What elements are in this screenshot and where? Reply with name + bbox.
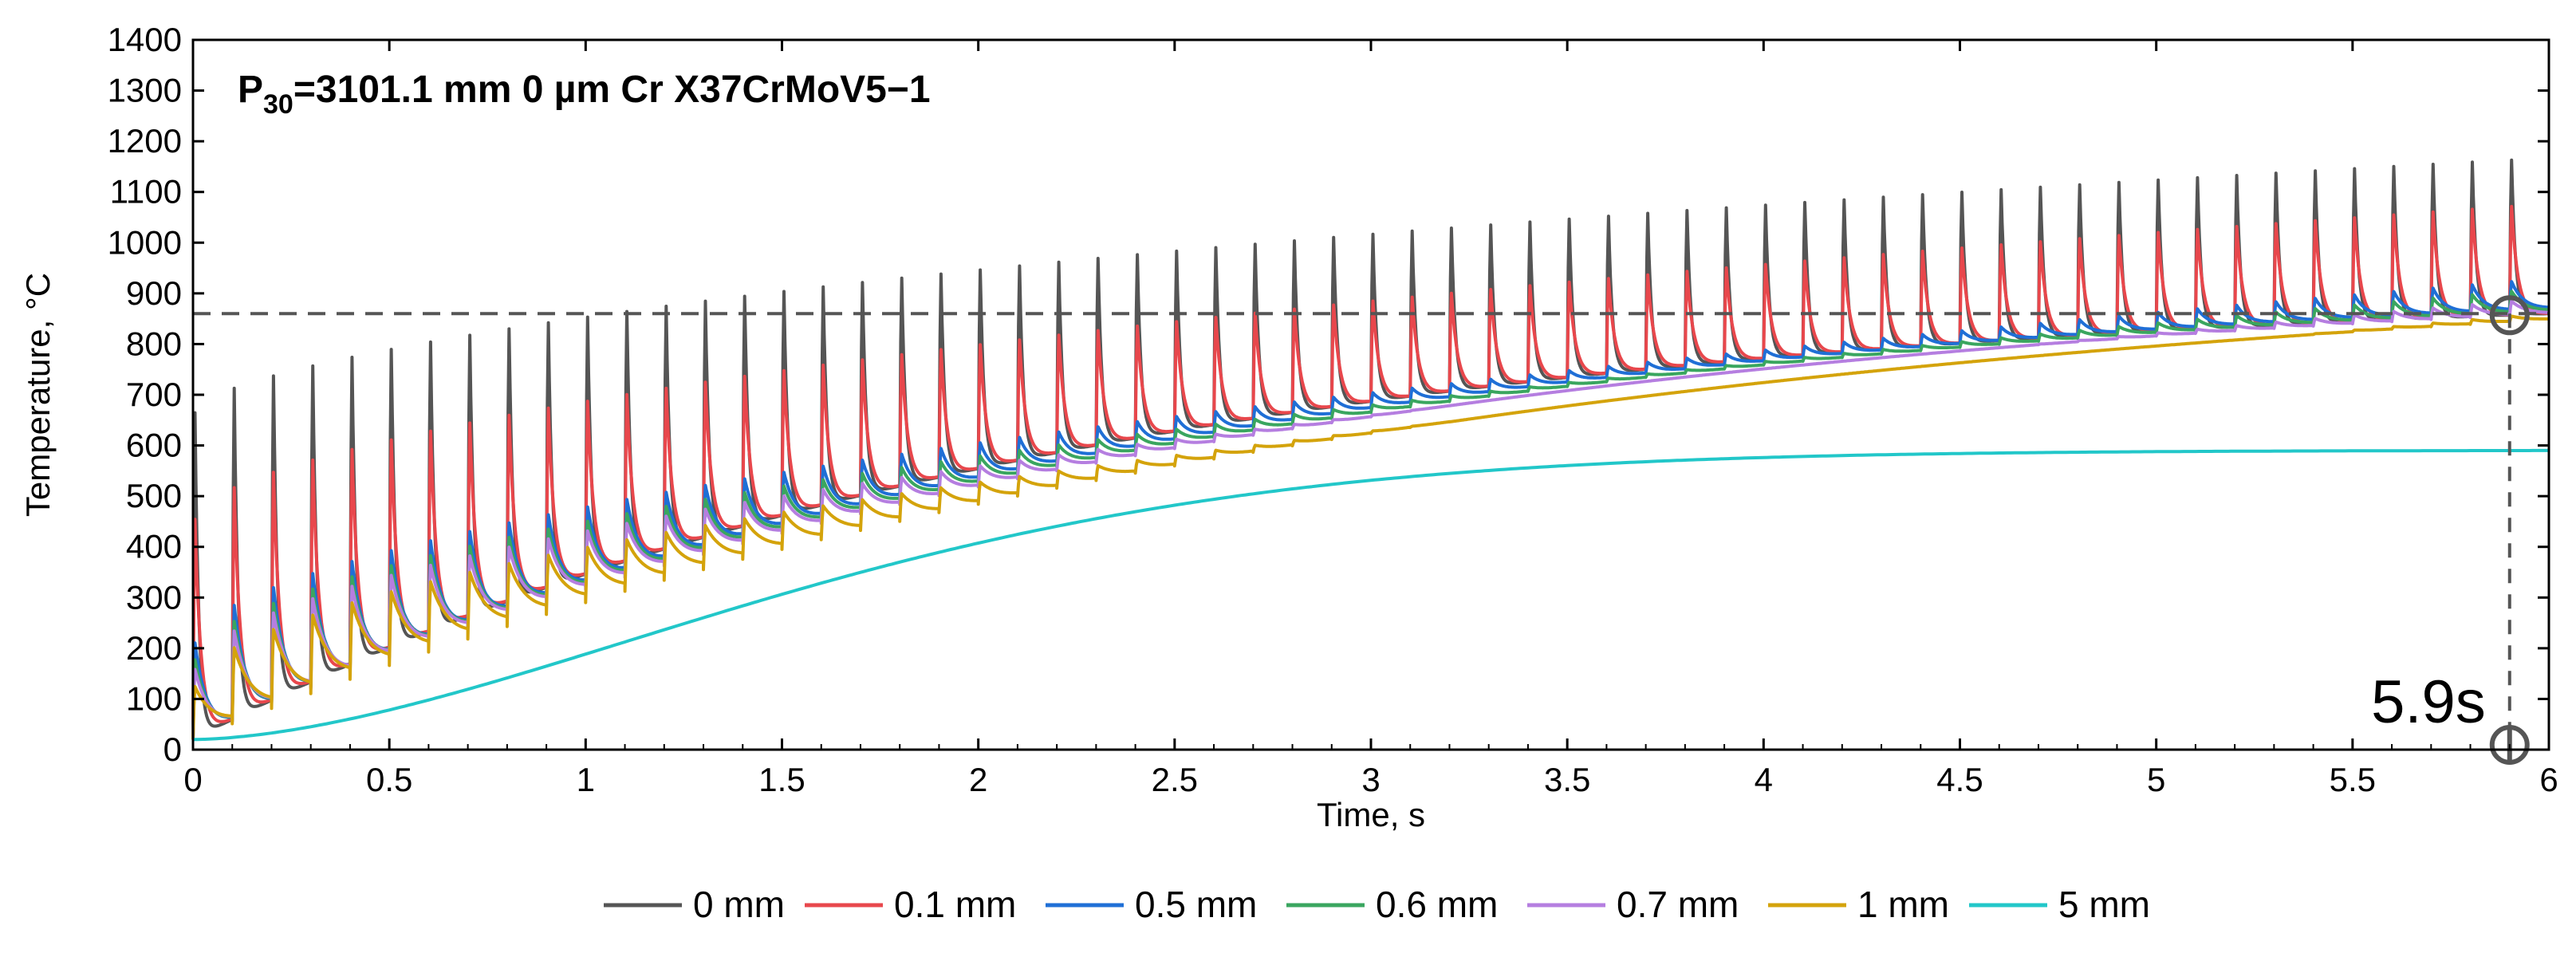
x-tick-label: 4 [1755,761,1773,798]
y-tick-label: 600 [126,427,182,464]
legend-label-3: 0.5 mm [1135,884,1257,925]
x-tick-label: 1.5 [758,761,805,798]
chart-title-subscript: 30 [263,89,293,120]
y-tick-label: 300 [126,578,182,616]
x-tick-label: 3.5 [1544,761,1590,798]
legend-label-6: 1 mm [1857,884,1949,925]
y-tick-label: 900 [126,274,182,312]
y-tick-label: 700 [126,376,182,413]
x-axis-title: Time, s [1317,796,1425,833]
y-tick-label: 1400 [108,21,182,58]
legend-label-2: 0.1 mm [894,884,1016,925]
legend-label-4: 0.6 mm [1376,884,1498,925]
y-tick-label: 200 [126,629,182,667]
y-tick-label: 1300 [108,72,182,109]
legend: 0 mm 0.1 mm 0.5 mm 0.6 mm 0.7 mm 1 mm 5 mm [604,884,2150,925]
y-tick-label: 1000 [108,223,182,261]
chart-title-rest: =3101.1 mm 0 µm Cr X37CrMoV5−1 [293,69,931,111]
x-tick-label: 2.5 [1152,761,1198,798]
series-line-5 [191,299,2550,740]
series-lines [191,158,2550,742]
x-tick-label: 4.5 [1936,761,1983,798]
y-axis-title: Temperature, °C [19,273,57,517]
x-tick-label: 6 [2539,761,2558,798]
x-axis: 0 0.5 1 1.5 2 2.5 3 3.5 4 4.5 5 5.5 6 [183,40,2558,798]
x-tick-label: 3 [1361,761,1380,798]
series-line-7 [192,448,2549,742]
annotation-label: 5.9s [2371,668,2486,736]
y-axis: 0 100 200 300 400 500 600 700 800 900 1000 1100 1200… [108,21,2549,768]
legend-label-5: 0.7 mm [1617,884,1739,925]
x-tick-label: 0 [183,761,202,798]
x-tick-label: 5 [2147,761,2165,798]
x-tick-label: 1 [577,761,595,798]
y-tick-label: 400 [126,528,182,565]
chart-title: P30=3101.1 mm 0 µm Cr X37CrMoV5−1 [238,69,931,120]
plot-area [191,158,2550,742]
threshold-crossing-marker [2489,295,2530,336]
y-tick-label: 1200 [108,122,182,159]
chart-title-main: P [238,69,263,111]
y-tick-label: 800 [126,325,182,362]
y-tick-label: 500 [126,477,182,514]
y-tick-label: 0 [163,731,182,768]
series-line-6 [191,314,2550,740]
x-tick-label: 5.5 [2330,761,2376,798]
y-tick-label: 100 [126,679,182,717]
x-tick-label: 0.5 [366,761,412,798]
legend-label-7: 5 mm [2058,884,2150,925]
legend-label-1: 0 mm [693,884,785,925]
y-tick-label: 1100 [110,173,182,211]
x-tick-label: 2 [969,761,987,798]
